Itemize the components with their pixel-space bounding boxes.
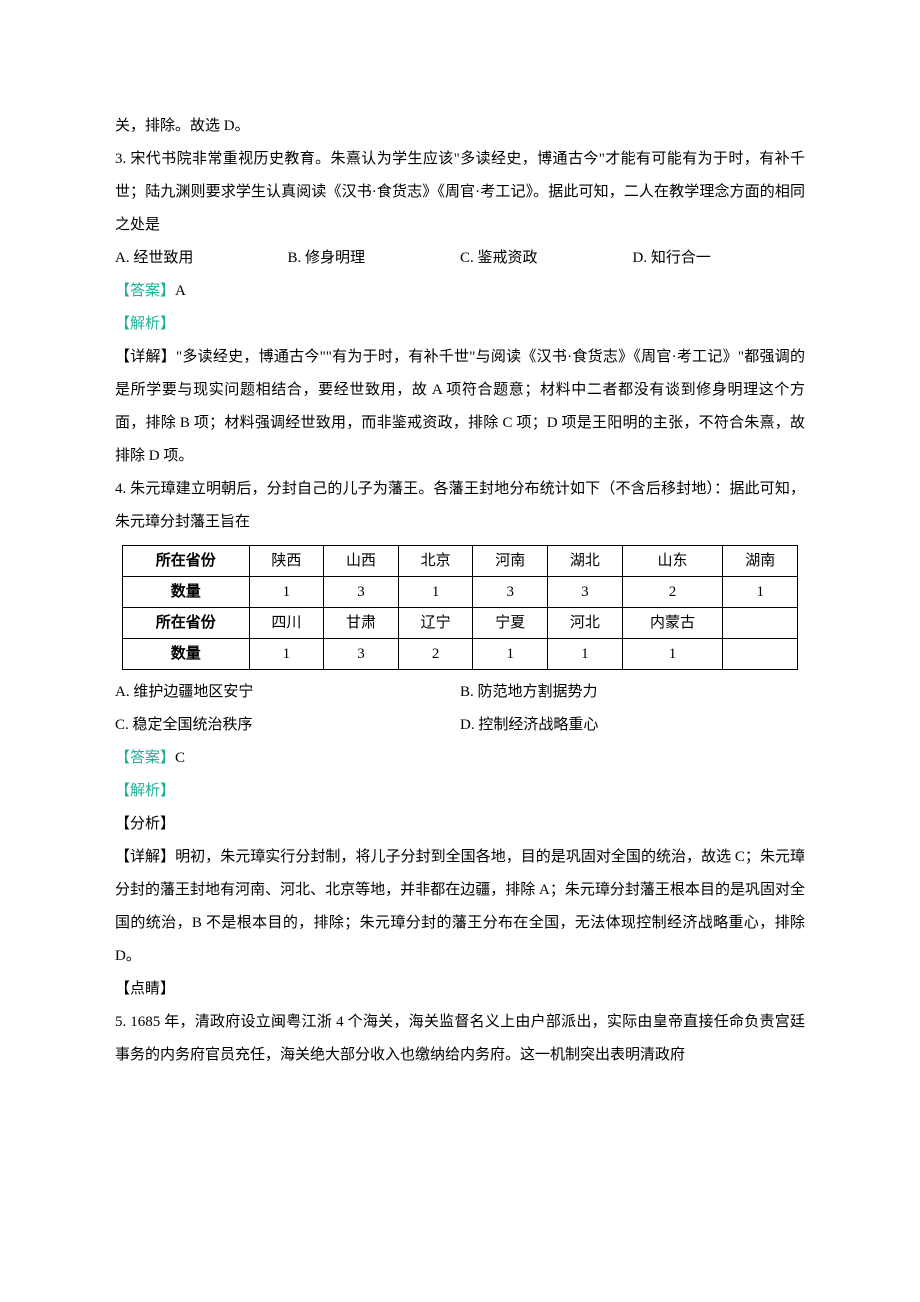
q4-option-b: B. 防范地方割据势力 — [460, 676, 805, 709]
q3-option-c: C. 鉴戒资政 — [460, 242, 633, 275]
q4-option-c: C. 稳定全国统治秩序 — [115, 709, 460, 742]
table-cell: 山东 — [622, 546, 723, 577]
table-cell: 1 — [398, 577, 473, 608]
table-cell: 1 — [723, 577, 798, 608]
table-cell: 湖北 — [548, 546, 623, 577]
q4-jiexi-label: 【解析】 — [115, 775, 805, 808]
table-cell: 北京 — [398, 546, 473, 577]
table-row: 所在省份 陕西 山西 北京 河南 湖北 山东 湖南 — [122, 546, 797, 577]
q4-answer: 【答案】C — [115, 742, 805, 775]
q4-table: 所在省份 陕西 山西 北京 河南 湖北 山东 湖南 数量 1 3 1 3 3 2… — [122, 545, 798, 670]
q3-options: A. 经世致用 B. 修身明理 C. 鉴戒资政 D. 知行合一 — [115, 242, 805, 275]
q4-answer-label: 【答案】 — [115, 750, 175, 766]
table-cell: 辽宁 — [398, 608, 473, 639]
table-cell: 宁夏 — [473, 608, 548, 639]
table-cell: 河北 — [548, 608, 623, 639]
q3-jiexi-label: 【解析】 — [115, 308, 805, 341]
q2-explain-tail: 关，排除。故选 D。 — [115, 110, 805, 143]
table-row: 数量 1 3 1 3 3 2 1 — [122, 577, 797, 608]
table-cell — [723, 608, 798, 639]
table-cell: 河南 — [473, 546, 548, 577]
table-cell: 山西 — [324, 546, 399, 577]
table-cell: 3 — [324, 639, 399, 670]
q3-option-a: A. 经世致用 — [115, 242, 288, 275]
table-cell: 1 — [622, 639, 723, 670]
q4-answer-text: C — [175, 750, 185, 766]
table-cell — [723, 639, 798, 670]
q3-answer: 【答案】A — [115, 275, 805, 308]
table-cell: 1 — [473, 639, 548, 670]
table-cell: 3 — [473, 577, 548, 608]
q5-stem: 5. 1685 年，清政府设立闽粤江浙 4 个海关，海关监督名义上由户部派出，实… — [115, 1006, 805, 1072]
q4-detail: 【详解】明初，朱元璋实行分封制，将儿子分封到全国各地，目的是巩固对全国的统治，故… — [115, 841, 805, 973]
q3-stem: 3. 宋代书院非常重视历史教育。朱熹认为学生应该"多读经史，博通古今"才能有可能… — [115, 143, 805, 242]
table-cell: 1 — [548, 639, 623, 670]
q4-fenxi-label: 【分析】 — [115, 808, 805, 841]
table-cell: 内蒙古 — [622, 608, 723, 639]
table-row: 所在省份 四川 甘肃 辽宁 宁夏 河北 内蒙古 — [122, 608, 797, 639]
table-rowlabel: 数量 — [122, 639, 249, 670]
q3-option-b: B. 修身明理 — [288, 242, 461, 275]
table-row: 数量 1 3 2 1 1 1 — [122, 639, 797, 670]
q4-dianjing-label: 【点睛】 — [115, 973, 805, 1006]
table-rowlabel: 数量 — [122, 577, 249, 608]
table-cell: 1 — [249, 577, 324, 608]
q4-option-a: A. 维护边疆地区安宁 — [115, 676, 460, 709]
q3-answer-text: A — [175, 283, 186, 299]
q3-answer-label: 【答案】 — [115, 283, 175, 299]
table-cell: 2 — [622, 577, 723, 608]
table-cell: 1 — [249, 639, 324, 670]
table-cell: 2 — [398, 639, 473, 670]
table-cell: 3 — [548, 577, 623, 608]
q4-stem: 4. 朱元璋建立明朝后，分封自己的儿子为藩王。各藩王封地分布统计如下（不含后移封… — [115, 473, 805, 539]
q4-options: A. 维护边疆地区安宁 B. 防范地方割据势力 C. 稳定全国统治秩序 D. 控… — [115, 676, 805, 742]
table-cell: 甘肃 — [324, 608, 399, 639]
q4-option-d: D. 控制经济战略重心 — [460, 709, 805, 742]
table-cell: 四川 — [249, 608, 324, 639]
table-rowlabel: 所在省份 — [122, 546, 249, 577]
q3-option-d: D. 知行合一 — [633, 242, 806, 275]
table-cell: 3 — [324, 577, 399, 608]
q3-detail: 【详解】"多读经史，博通古今""有为于时，有补千世"与阅读《汉书·食货志》《周官… — [115, 341, 805, 473]
table-cell: 陕西 — [249, 546, 324, 577]
table-cell: 湖南 — [723, 546, 798, 577]
table-rowlabel: 所在省份 — [122, 608, 249, 639]
